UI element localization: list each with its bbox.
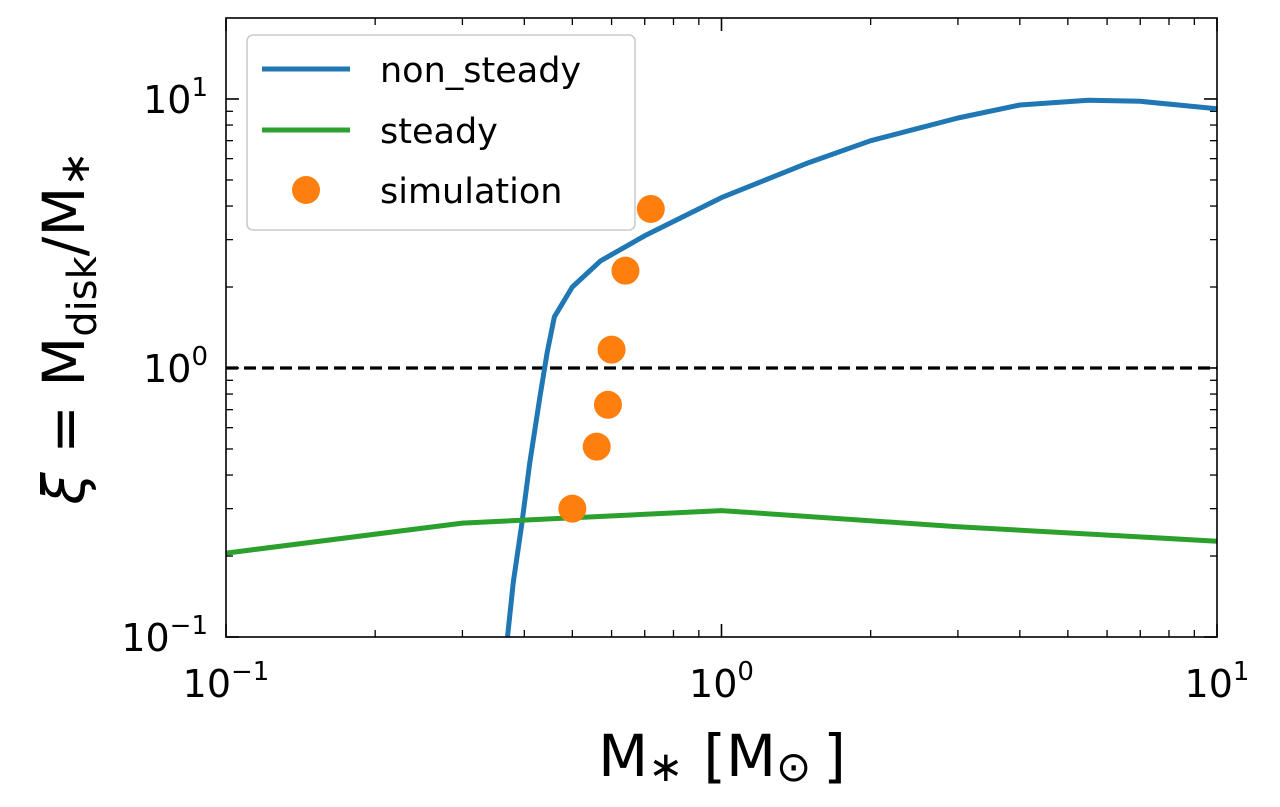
minor-ticks	[226, 18, 1217, 637]
series-simulation-point	[558, 494, 587, 523]
y-tick-label: 101	[143, 73, 208, 122]
legend-label-non-steady: non_steady	[380, 51, 581, 91]
legend-label-simulation: simulation	[380, 172, 562, 212]
y-tick-label: 10−1	[121, 611, 208, 660]
series-non-steady-line	[505, 97, 1217, 637]
y-tick-label: 100	[143, 342, 208, 391]
x-tick-label: 101	[1185, 657, 1250, 706]
legend-swatch-simulation	[292, 176, 320, 204]
legend-label-steady: steady	[380, 112, 498, 152]
series-simulation-point	[593, 390, 622, 419]
legend-box	[246, 34, 636, 231]
plot-frame	[225, 17, 1218, 638]
legend: non_steady steady simulation	[246, 34, 636, 231]
x-axis-label: M∗ [M⊙]	[598, 722, 846, 791]
series-steady-line	[226, 508, 1217, 556]
series-simulation-point	[582, 432, 611, 461]
y-axis-label: ξ = Mdisk/M∗	[30, 151, 106, 505]
series-simulation-point	[611, 256, 640, 285]
series-simulation-point	[636, 194, 665, 223]
series-simulation-point	[597, 335, 626, 364]
x-tick-label: 10−1	[183, 657, 270, 706]
x-tick-label: 100	[689, 657, 754, 706]
